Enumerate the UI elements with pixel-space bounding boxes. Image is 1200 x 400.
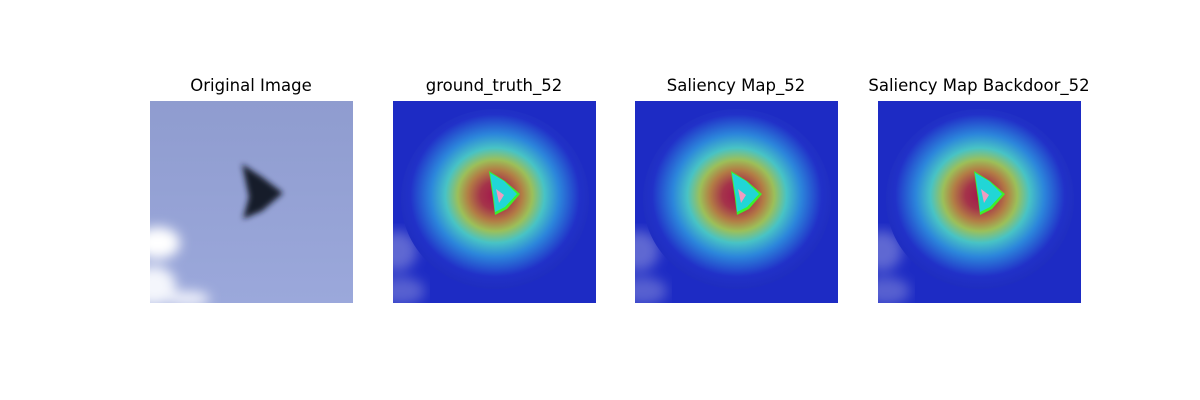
cloud <box>150 227 210 303</box>
flying-object <box>242 164 283 219</box>
panel-title-saliency: Saliency Map_52 <box>666 76 806 95</box>
panel-title-saliency-backdoor: Saliency Map Backdoor_52 <box>868 76 1090 95</box>
panel-title-original: Original Image <box>190 76 312 95</box>
panel-title-ground-truth: ground_truth_52 <box>425 76 563 95</box>
original-image <box>150 101 353 303</box>
original-image-svg <box>150 101 353 303</box>
saliency-backdoor-heatmap <box>878 101 1081 303</box>
ground-truth-heatmap <box>393 101 596 303</box>
saliency-heatmap <box>635 101 838 303</box>
